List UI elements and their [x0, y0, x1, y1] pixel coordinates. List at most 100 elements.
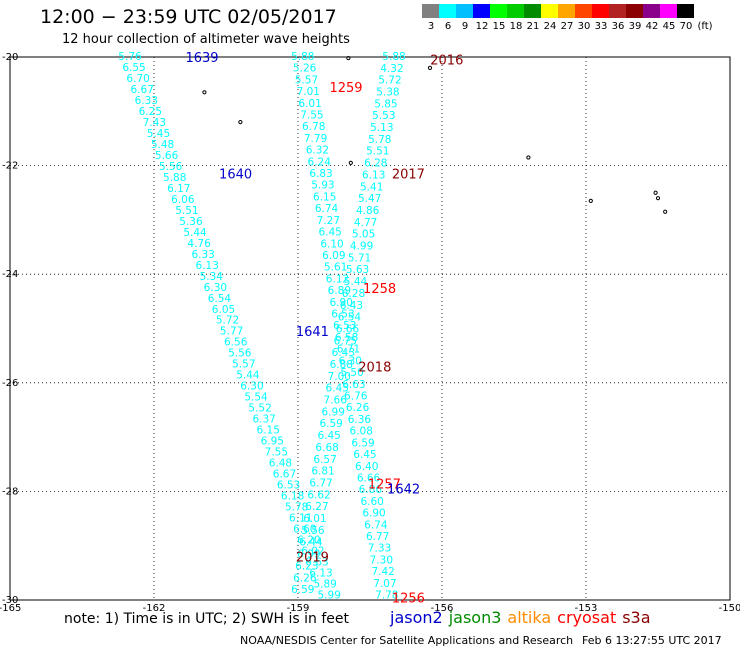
wave-height-value: 6.05: [212, 304, 235, 316]
wave-height-value: 5.50: [340, 367, 363, 379]
wave-height-value: 6.02: [301, 546, 324, 558]
wave-height-value: 5.45: [147, 128, 170, 140]
wave-height-value: 7.55: [265, 447, 288, 459]
wave-height-value: 6.10: [320, 238, 343, 250]
island-marker: [346, 55, 351, 61]
wave-height-value: 5.48: [151, 139, 174, 151]
wave-height-value: 5.72: [378, 75, 401, 87]
wave-height-value: 6.33: [135, 95, 158, 107]
wave-height-value: 5.78: [285, 502, 308, 514]
wave-height-value: 5.53: [372, 110, 395, 122]
map-subtitle: 12 hour collection of altimeter wave hei…: [62, 32, 350, 47]
wave-height-value: 7.66: [324, 395, 348, 407]
wave-height-value: 6.59: [351, 437, 374, 449]
pass-label: 1256: [392, 591, 425, 606]
wave-height-value: 4.77: [354, 217, 377, 229]
wave-height-value: 6.43: [332, 347, 355, 359]
scale-label-30: 30: [577, 21, 591, 32]
credit-line: NOAA/NESDIS Center for Satellite Applica…: [240, 634, 574, 647]
pass-label: 1257: [368, 477, 401, 492]
scale-label-12: 12: [475, 21, 489, 32]
scale-swatch-33: [592, 4, 609, 18]
satellite-tracks: 5.766.556.706.676.336.257.435.455.485.66…: [118, 51, 405, 602]
wave-height-value: 7.27: [317, 215, 340, 227]
wave-height-value: 6.15: [257, 425, 280, 437]
wave-height-value: 5.38: [376, 86, 399, 98]
wave-height-value: 5.72: [216, 315, 239, 327]
scale-swatch-24: [541, 4, 558, 18]
wave-height-value: 4.76: [187, 238, 211, 250]
island-marker: [663, 209, 668, 214]
island-markers: [202, 55, 668, 214]
legend-jason2: jason2: [390, 608, 443, 627]
lat-tick-label: -20: [2, 52, 18, 63]
wave-height-value: 5.61: [324, 262, 347, 274]
wave-height-value: 6.53: [277, 480, 300, 492]
island-marker: [348, 160, 353, 165]
scale-swatch-36: [609, 4, 626, 18]
wave-height-value: 6.27: [305, 501, 328, 513]
scale-unit: (ft): [697, 21, 713, 32]
wave-height-value: 7.78: [375, 590, 398, 602]
wave-height-value: 6.43: [340, 300, 363, 312]
wave-height-value: 5.76: [118, 51, 142, 63]
wave-height-value: 6.36: [348, 414, 372, 426]
wave-height-value: 6.89: [328, 285, 351, 297]
wave-height-value: 5.44: [344, 276, 368, 288]
footnote: note: 1) Time is in UTC; 2) SWH is in fe…: [64, 611, 350, 627]
scale-label-9: 9: [461, 21, 469, 32]
wave-height-value: 5.44: [183, 227, 207, 239]
wave-height-value: 5.71: [348, 252, 371, 264]
wave-height-value: 6.86: [359, 484, 383, 496]
wave-height-value: 6.40: [355, 461, 378, 473]
pass-label: 1259: [329, 81, 362, 96]
wave-height-value: 6.62: [307, 489, 330, 501]
scale-swatch-39: [626, 4, 643, 18]
wave-height-value: 6.58: [335, 332, 358, 344]
scale-swatch-9: [456, 4, 473, 18]
lon-tick-label: -156: [431, 603, 454, 614]
pass-label: 1639: [185, 51, 218, 66]
scale-swatch-15: [490, 4, 507, 18]
wave-height-value: 6.54: [208, 293, 232, 305]
wave-height-value: 5.88: [382, 51, 405, 63]
wave-height-value: 6.57: [313, 454, 336, 466]
wave-height-value: 7.30: [370, 554, 393, 566]
wave-height-value: 6.74: [315, 203, 339, 215]
island-marker: [526, 155, 531, 160]
scale-label-42: 42: [645, 21, 659, 32]
wave-height-value: 5.44: [236, 370, 260, 382]
wave-height-value: 6.26: [293, 572, 317, 584]
scale-swatch-18: [507, 4, 524, 18]
wave-height-value: 6.60: [293, 524, 316, 536]
mission-legend: jason2 jason3 altika cryosat s3a: [390, 608, 657, 627]
wave-height-value: 6.59: [291, 584, 314, 596]
scale-label-24: 24: [543, 21, 557, 32]
wave-height-value: 6.99: [322, 406, 345, 418]
lat-tick-label: -28: [2, 486, 18, 497]
wave-height-value: 5.34: [200, 271, 224, 283]
wave-height-value: 5.63: [346, 264, 369, 276]
wave-height-value: 6.55: [122, 62, 145, 74]
wave-height-value: 6.30: [204, 282, 227, 294]
scale-swatch-70: [677, 4, 694, 18]
wave-height-value: 5.57: [232, 359, 255, 371]
scale-swatch-42: [643, 4, 660, 18]
wave-height-value: 5.51: [366, 146, 389, 158]
scale-label-15: 15: [492, 21, 506, 32]
wave-height-value: 6.45: [318, 227, 341, 239]
wave-height-value: 7.42: [371, 566, 394, 578]
wave-height-value: 6.63: [342, 379, 365, 391]
wave-height-value: 6.78: [302, 121, 325, 133]
wave-height-value: 6.48: [269, 458, 292, 470]
lon-tick-label: -153: [575, 603, 598, 614]
scale-swatch-45: [660, 4, 677, 18]
scale-swatch-12: [473, 4, 490, 18]
wave-height-value: 7.33: [368, 543, 391, 555]
wave-height-value: 5.36: [179, 216, 203, 228]
wave-height-value: 6.90: [329, 297, 352, 309]
lon-tick-label: -165: [0, 603, 21, 614]
wave-height-value: 6.26: [346, 402, 370, 414]
scale-swatch-30: [575, 4, 592, 18]
